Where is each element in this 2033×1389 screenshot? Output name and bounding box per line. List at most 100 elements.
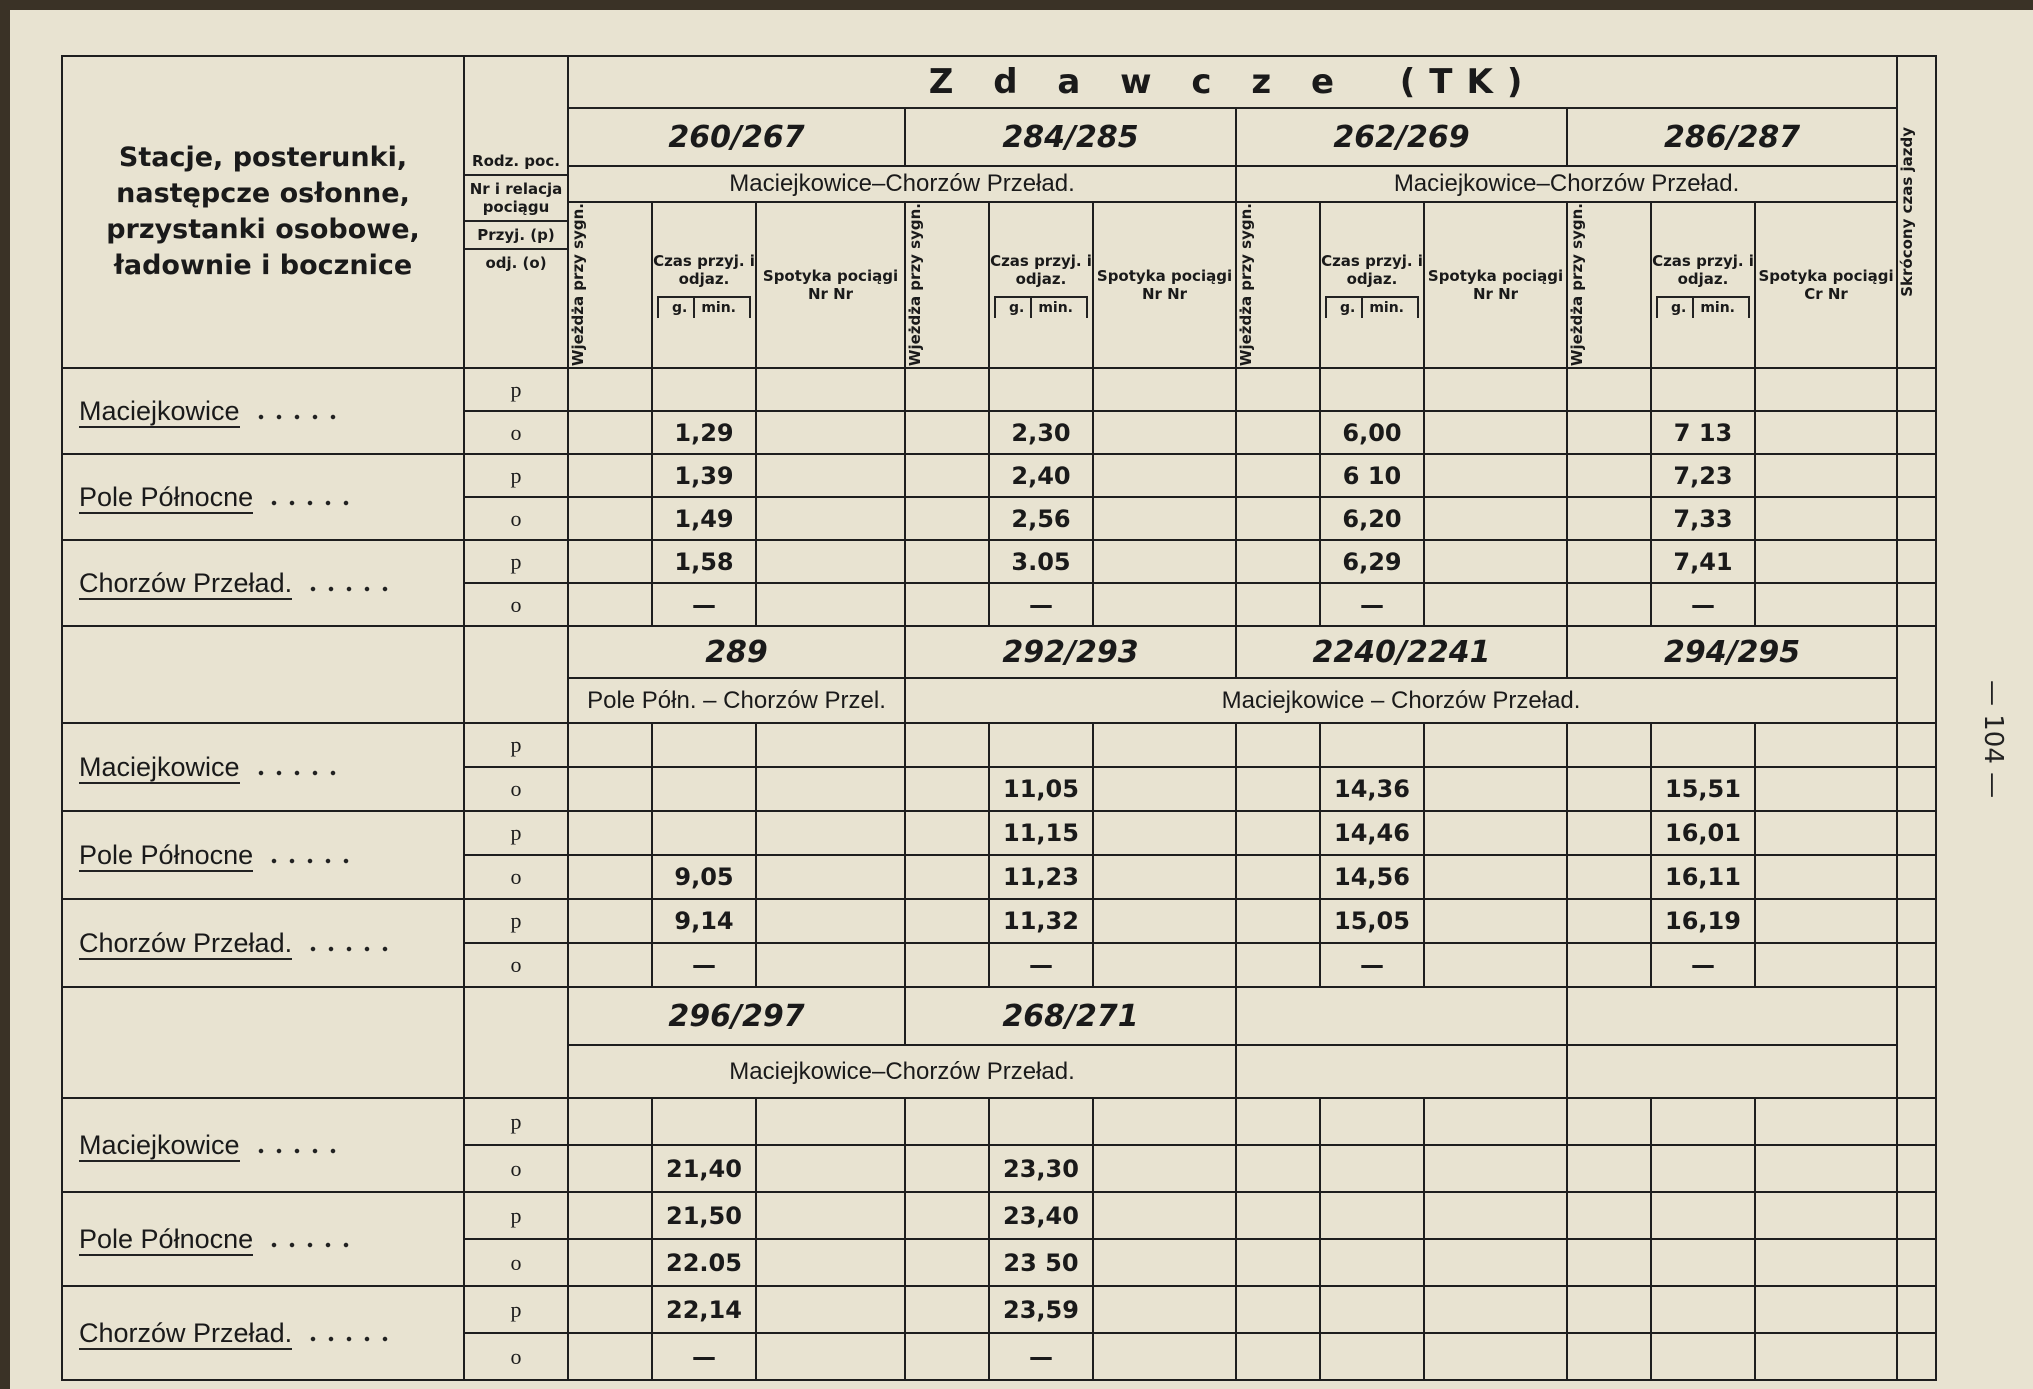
arr-dep-mark: p xyxy=(463,810,569,856)
signal xyxy=(567,1097,653,1146)
meets xyxy=(1423,496,1568,541)
signal xyxy=(567,1285,653,1334)
arr-dep-mark: o xyxy=(463,766,569,812)
train-number xyxy=(1565,986,1899,1046)
arr-dep-mark: p xyxy=(463,1097,569,1146)
shortened-label: Skrócony czas jazdy xyxy=(1898,127,1917,297)
kind xyxy=(463,625,569,724)
row: 260/267 284/285 262/269 286/287 xyxy=(62,107,1936,167)
row: Maciejkowice p xyxy=(61,722,1938,812)
time: 21,50 xyxy=(651,1191,757,1240)
time: 9,14 xyxy=(651,898,757,944)
signal xyxy=(904,1144,990,1193)
signal xyxy=(1566,410,1652,455)
meets xyxy=(1092,854,1237,900)
time: — xyxy=(1650,942,1756,988)
signal xyxy=(1235,722,1321,768)
shortened xyxy=(1896,367,1938,412)
time: 9,05 xyxy=(651,854,757,900)
meets xyxy=(1423,898,1568,944)
sub-header: Czas przyj. i odjaz. g. min. xyxy=(1319,201,1425,369)
train-number: 268/271 xyxy=(904,986,1237,1046)
station xyxy=(61,625,465,724)
meets xyxy=(755,1144,906,1193)
signal xyxy=(1235,582,1321,627)
time xyxy=(1319,1332,1425,1381)
relation: Pole Półn. – Chorzów Przel. xyxy=(567,677,906,724)
arr-dep-mark: o xyxy=(463,942,569,988)
arr-dep-mark: o xyxy=(463,1332,569,1381)
train-number: 292/293 xyxy=(904,625,1237,679)
sub-label: Czas przyj. i odjaz. xyxy=(1321,252,1423,288)
signal xyxy=(904,810,990,856)
signal xyxy=(1235,1144,1321,1193)
row: Chorzów Przeład. p 9,14 11,32 15,05 16,19 xyxy=(61,898,1938,988)
meets xyxy=(755,410,906,455)
meets xyxy=(1092,766,1237,812)
train-number: 296/297 xyxy=(567,986,906,1046)
meets xyxy=(1753,1332,1899,1381)
meets xyxy=(1423,1285,1568,1334)
signal xyxy=(904,1285,990,1334)
signal xyxy=(1235,367,1321,412)
sub-header: Czas przyj. i odjaz. g. min. xyxy=(988,201,1094,369)
sub-header: Spotyka pociągi Nr Nr xyxy=(1092,201,1237,369)
sub-header: Czas przyj. i odjaz. g. min. xyxy=(651,201,757,369)
time: 6,20 xyxy=(1319,496,1425,541)
meets xyxy=(755,1332,906,1381)
signal xyxy=(904,539,990,584)
time: 11,32 xyxy=(988,898,1094,944)
meets xyxy=(755,722,906,768)
station-name: Maciejkowice xyxy=(79,395,240,428)
unit: min. xyxy=(1700,300,1735,316)
train-number: 260/267 xyxy=(567,107,906,167)
sub-label: Czas przyj. i odjaz. xyxy=(990,252,1092,288)
sub-header: Wjeżdża przy sygn. xyxy=(1235,201,1321,369)
time xyxy=(1319,367,1425,412)
meets xyxy=(755,582,906,627)
station: Maciejkowice xyxy=(61,722,465,812)
signal xyxy=(1566,854,1652,900)
meets xyxy=(1092,582,1237,627)
meets xyxy=(1423,942,1568,988)
arr-dep-mark: p xyxy=(463,367,569,412)
meets xyxy=(755,1191,906,1240)
time: 11,15 xyxy=(988,810,1094,856)
dots xyxy=(251,1147,342,1154)
units: g. min. xyxy=(994,296,1088,318)
row: Stacje, posterunki, następcze osłonne, p… xyxy=(61,55,1938,369)
sub-header: Wjeżdża przy sygn. xyxy=(904,201,990,369)
meets xyxy=(1423,367,1568,412)
signal xyxy=(1235,810,1321,856)
station: Chorzów Przeład. xyxy=(61,539,465,627)
signal xyxy=(1235,942,1321,988)
signal xyxy=(567,582,653,627)
signal xyxy=(1566,766,1652,812)
signal xyxy=(904,496,990,541)
meets xyxy=(755,766,906,812)
time xyxy=(651,722,757,768)
time xyxy=(1650,367,1756,412)
time xyxy=(651,766,757,812)
arr-dep-mark: p xyxy=(463,539,569,584)
meets xyxy=(1092,1144,1237,1193)
unit: g. xyxy=(666,298,696,318)
signal xyxy=(1566,722,1652,768)
signal xyxy=(904,1097,990,1146)
signal xyxy=(1566,496,1652,541)
time: 7,33 xyxy=(1650,496,1756,541)
meets xyxy=(1423,410,1568,455)
signal xyxy=(567,1191,653,1240)
sub-header: Spotyka pociągi Cr Nr xyxy=(1753,201,1899,369)
time: 23,40 xyxy=(988,1191,1094,1240)
meets xyxy=(1423,1191,1568,1240)
meets xyxy=(1092,722,1237,768)
meets xyxy=(755,942,906,988)
time: 1,58 xyxy=(651,539,757,584)
signal xyxy=(1566,1144,1652,1193)
time xyxy=(988,1097,1094,1146)
signal xyxy=(904,453,990,498)
signal xyxy=(1235,1238,1321,1287)
meets xyxy=(755,1238,906,1287)
